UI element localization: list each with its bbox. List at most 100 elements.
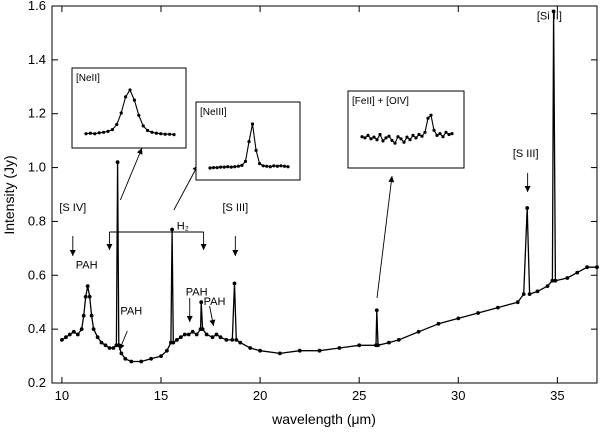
data-point bbox=[496, 305, 500, 310]
inset-feii-oiv: [FeII] + [OIV] bbox=[347, 90, 465, 169]
annotation-h2: H₂ bbox=[177, 221, 189, 233]
inset-feii-oiv-point bbox=[450, 132, 454, 136]
data-point bbox=[171, 340, 176, 345]
inset-neii-point bbox=[97, 131, 101, 135]
inset-feii-oiv-point bbox=[444, 130, 448, 134]
inset-feii-oiv-point bbox=[396, 135, 400, 139]
data-point bbox=[75, 332, 80, 337]
arrow-to-neii-inset bbox=[119, 147, 143, 201]
inset-feii-oiv-point bbox=[417, 132, 421, 137]
data-point bbox=[258, 348, 262, 353]
y-tick-label: 1.4 bbox=[28, 52, 46, 67]
data-point bbox=[248, 346, 253, 350]
inset-neii-point bbox=[93, 132, 97, 136]
data-point bbox=[214, 332, 219, 337]
annotation-pah-13: PAH bbox=[120, 305, 142, 317]
data-point bbox=[521, 292, 526, 296]
annotation-pah-11: PAH bbox=[76, 260, 98, 272]
inset-neiii-label: [NeIII] bbox=[200, 107, 227, 118]
x-tick-label: 30 bbox=[451, 388, 465, 403]
inset-neiii-point bbox=[272, 164, 276, 168]
inset-neii-point bbox=[132, 98, 136, 102]
inset-feii-oiv-point bbox=[408, 138, 412, 142]
inset-feii-oiv-point bbox=[387, 134, 391, 138]
arrow-to-neii-inset-head bbox=[136, 148, 143, 155]
inset-neiii-point bbox=[282, 164, 287, 168]
data-point bbox=[204, 332, 209, 337]
arrow-to-feii-inset bbox=[376, 175, 393, 299]
data-point bbox=[129, 359, 134, 364]
x-tick-label: 20 bbox=[253, 388, 267, 403]
arrow-h2-right-head bbox=[200, 244, 207, 250]
inset-neiii-point bbox=[261, 164, 265, 168]
data-point bbox=[71, 329, 76, 334]
inset-neiii: [NeIII] bbox=[195, 101, 301, 181]
data-point bbox=[585, 265, 589, 270]
data-point bbox=[149, 356, 154, 361]
inset-feii-oiv-point bbox=[429, 113, 433, 117]
data-point bbox=[103, 343, 108, 348]
data-point bbox=[525, 206, 530, 210]
inset-feii-oiv-point bbox=[369, 137, 373, 141]
y-tick-label: 1.0 bbox=[28, 160, 46, 175]
inset-neii: [NeII] bbox=[71, 67, 187, 149]
inset-neiii-point bbox=[240, 163, 244, 167]
annotation-si-ii: [Si II] bbox=[537, 11, 562, 23]
y-tick-label: 0.6 bbox=[28, 267, 46, 282]
data-point bbox=[194, 332, 199, 337]
inset-neiii-point bbox=[275, 164, 279, 168]
data-point bbox=[224, 338, 229, 342]
data-point bbox=[218, 335, 223, 340]
data-point bbox=[515, 300, 520, 305]
data-point bbox=[535, 289, 540, 294]
data-point bbox=[337, 346, 342, 350]
y-tick-label: 0.4 bbox=[28, 321, 46, 336]
data-point bbox=[186, 332, 191, 337]
data-point bbox=[87, 294, 92, 299]
inset-feii-oiv-point bbox=[435, 133, 439, 137]
data-point bbox=[565, 276, 570, 280]
inset-neii-point bbox=[124, 95, 128, 99]
inset-neii-point bbox=[84, 132, 88, 136]
data-point bbox=[95, 335, 100, 340]
inset-feii-oiv-label: [FeII] + [OIV] bbox=[352, 96, 409, 107]
inset-neiii-point bbox=[208, 166, 212, 170]
data-point bbox=[456, 316, 461, 321]
data-point bbox=[119, 351, 124, 356]
inset-neii-point bbox=[119, 111, 123, 115]
inset-neiii-point bbox=[279, 164, 283, 168]
data-point bbox=[83, 294, 88, 299]
inset-feii-oiv-point bbox=[432, 128, 436, 132]
inset-neii-point bbox=[102, 130, 106, 134]
arrow-s-iii-18-head bbox=[232, 250, 239, 256]
data-point bbox=[165, 348, 169, 353]
data-point bbox=[200, 327, 205, 331]
data-point bbox=[297, 348, 302, 353]
inset-feii-oiv-point bbox=[375, 138, 379, 142]
axes bbox=[51, 5, 598, 384]
inset-neiii-point bbox=[236, 164, 240, 168]
inset-feii-oiv-point bbox=[390, 138, 394, 143]
inset-neii-point bbox=[154, 131, 158, 135]
inset-feii-oiv-point bbox=[447, 132, 451, 137]
data-point bbox=[89, 313, 94, 318]
data-point bbox=[81, 313, 86, 318]
annotation-s-iv: [S IV] bbox=[59, 202, 86, 214]
inset-feii-oiv-frame bbox=[347, 90, 465, 169]
arrow-h2-left-head bbox=[106, 244, 113, 250]
inset-feii-oiv-point bbox=[423, 130, 427, 134]
inset-neiii-point bbox=[254, 148, 258, 152]
data-point bbox=[575, 270, 580, 275]
inset-neii-point bbox=[115, 122, 119, 127]
data-point bbox=[115, 160, 120, 165]
data-point bbox=[64, 335, 68, 340]
x-tick-label: 10 bbox=[55, 388, 69, 403]
inset-feii-oiv-point bbox=[414, 136, 418, 140]
inset-feii-oiv-point bbox=[411, 133, 415, 137]
arrow-pah-16-head bbox=[186, 316, 193, 322]
inset-feii-oiv-point bbox=[381, 139, 385, 143]
y-tick-label: 0.2 bbox=[28, 375, 46, 390]
data-point bbox=[170, 227, 175, 232]
inset-feii-oiv-point bbox=[426, 116, 430, 120]
annotation-s-iii-33: [S III] bbox=[513, 148, 539, 160]
